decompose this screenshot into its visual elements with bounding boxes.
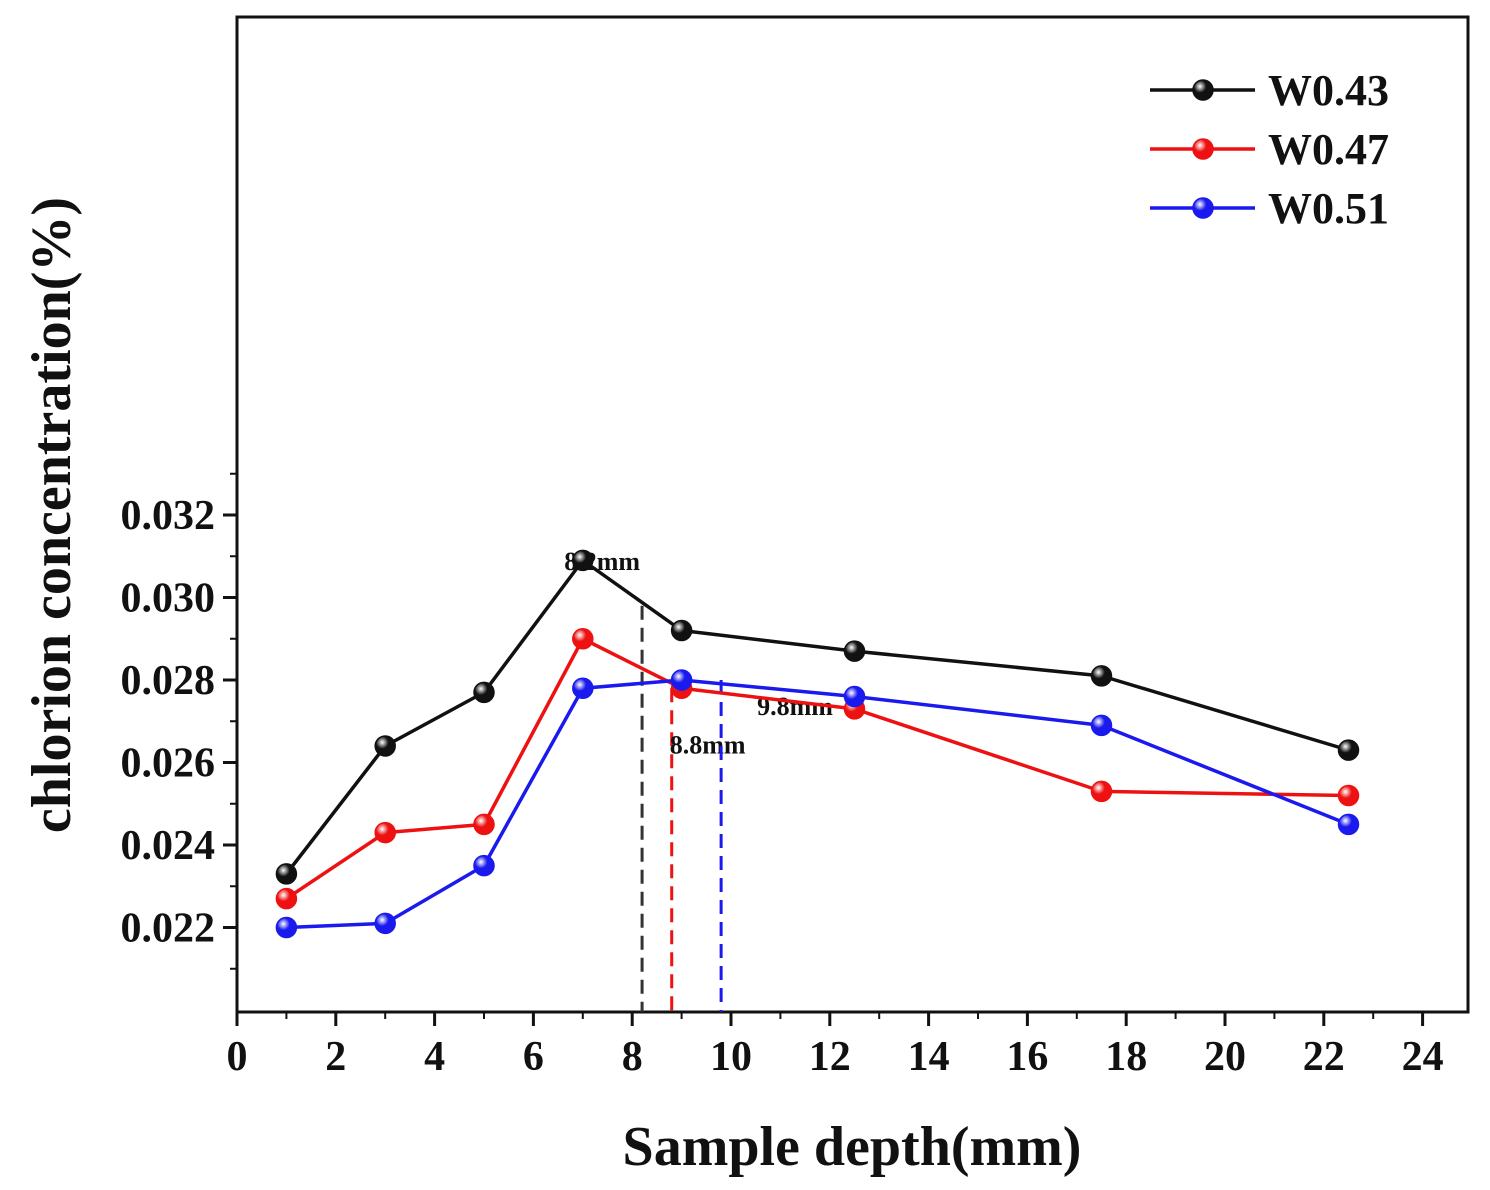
legend-label: W0.51 — [1268, 184, 1389, 233]
series-line — [285, 558, 1350, 875]
data-point — [374, 912, 396, 935]
data-point — [374, 821, 396, 844]
y-tick-label: 0.028 — [121, 658, 216, 704]
data-point — [670, 619, 693, 642]
data-point — [275, 863, 298, 885]
data-point — [843, 640, 866, 662]
series-line — [286, 678, 1350, 930]
data-point — [1090, 665, 1113, 687]
data-point — [1090, 780, 1113, 803]
y-tick-label: 0.024 — [121, 823, 216, 869]
legend-marker — [1192, 138, 1214, 160]
data-point — [473, 681, 495, 704]
series-layer — [275, 549, 1360, 939]
x-tick-label: 24 — [1402, 1034, 1444, 1080]
legend: W0.43 W0.47 W0.51 — [1150, 66, 1389, 233]
y-tick-label: 0.022 — [121, 906, 216, 952]
x-tick-label: 22 — [1303, 1034, 1345, 1080]
data-point — [374, 735, 396, 757]
x-tick-label: 8 — [622, 1034, 643, 1080]
y-tick-label: 0.032 — [121, 493, 216, 539]
data-point — [572, 677, 594, 699]
x-tick-label: 4 — [424, 1034, 445, 1080]
data-point — [1337, 739, 1360, 761]
legend-label: W0.47 — [1268, 125, 1389, 174]
legend-label: W0.43 — [1268, 66, 1389, 115]
x-tick-label: 10 — [710, 1034, 752, 1080]
data-point — [473, 854, 495, 877]
y-axis-title: chlorion concentration(%) — [21, 197, 83, 833]
data-point — [275, 916, 298, 939]
data-point — [572, 549, 594, 572]
legend-marker — [1192, 79, 1214, 101]
x-tick-label: 20 — [1204, 1034, 1246, 1080]
data-point — [1090, 714, 1113, 737]
x-tick-label: 0 — [227, 1034, 248, 1080]
data-point — [275, 887, 298, 910]
legend-marker — [1192, 197, 1214, 219]
y-tick-label: 0.030 — [121, 576, 216, 622]
series-W0.47 — [275, 628, 1360, 910]
x-axis: 0 2 4 6 8 10 12 14 16 18 20 22 24 — [227, 1012, 1444, 1080]
x-tick-label: 16 — [1006, 1034, 1048, 1080]
x-tick-label: 18 — [1105, 1034, 1147, 1080]
series-line — [285, 637, 1349, 901]
series-W0.51 — [275, 669, 1360, 939]
series-W0.43 — [275, 549, 1360, 885]
x-tick-label: 14 — [908, 1034, 950, 1080]
x-tick-label: 6 — [523, 1034, 544, 1080]
y-axis: 0.022 0.024 0.026 0.028 0.030 0.032 — [121, 472, 237, 970]
data-point — [1337, 784, 1360, 807]
depth-annotation: 8.8mm — [670, 730, 746, 759]
data-point — [1337, 813, 1360, 836]
data-point — [572, 628, 594, 650]
y-tick-label: 0.026 — [121, 741, 216, 787]
data-point — [473, 813, 495, 836]
x-axis-title: Sample depth(mm) — [623, 1116, 1082, 1178]
x-tick-label: 12 — [809, 1034, 851, 1080]
data-point — [670, 669, 693, 691]
data-point — [843, 685, 866, 708]
x-tick-label: 2 — [325, 1034, 346, 1080]
